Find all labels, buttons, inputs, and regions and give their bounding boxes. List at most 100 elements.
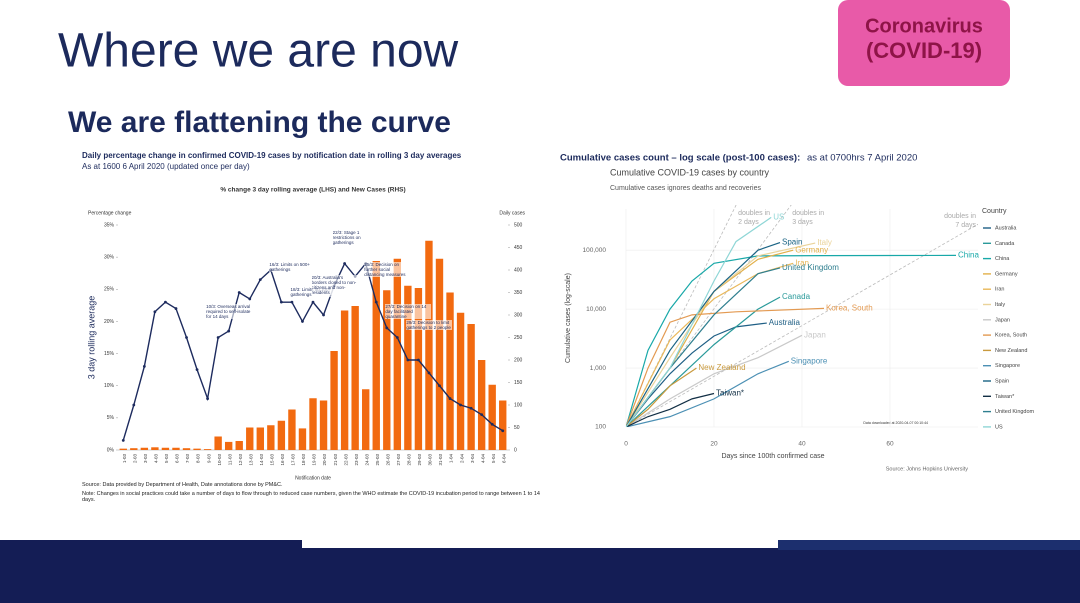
legend-label: Italy bbox=[995, 302, 1005, 308]
x-tick-label: 25-03 bbox=[375, 454, 380, 466]
point bbox=[417, 358, 420, 362]
y-tick-label: 1,000 bbox=[590, 365, 607, 372]
point bbox=[206, 397, 209, 400]
series-label: China bbox=[958, 250, 979, 259]
annotation: 10/3: Overseas arrival required to self-… bbox=[206, 303, 253, 319]
legend-label: Iran bbox=[995, 287, 1004, 293]
x-tick-label: 23-03 bbox=[354, 454, 359, 466]
series-label: Germany bbox=[795, 245, 828, 254]
chart-title: Cumulative COVID-19 cases by country bbox=[610, 167, 770, 177]
bar bbox=[330, 351, 338, 450]
point bbox=[279, 300, 283, 304]
point bbox=[195, 368, 199, 372]
legend-label: Spain bbox=[995, 378, 1009, 384]
y-tick-label: 35% bbox=[104, 222, 115, 228]
x-tick-label: 3-04 bbox=[470, 454, 475, 464]
bar bbox=[267, 425, 275, 450]
annotation: 29/3: Decision to limit gatherings to 2 … bbox=[406, 320, 453, 330]
series-line bbox=[626, 254, 957, 427]
doubling-label: doubles in bbox=[738, 210, 770, 217]
point bbox=[501, 429, 505, 433]
x-tick-label: 6-04 bbox=[501, 454, 506, 464]
point bbox=[438, 384, 441, 388]
series-label: New Zealand bbox=[698, 363, 745, 372]
annotation-box: 29/3: Decision to limit gatherings to 2 … bbox=[406, 320, 453, 330]
bar bbox=[319, 400, 328, 450]
series-label: United Kingdom bbox=[782, 263, 839, 272]
footer-gap bbox=[0, 538, 1080, 548]
x-tick-label: 31-03 bbox=[438, 454, 443, 466]
series-label: Korea, South bbox=[826, 303, 873, 312]
point bbox=[174, 307, 178, 310]
series-label: Spain bbox=[782, 238, 802, 247]
x-tick-label: 1-03 bbox=[122, 454, 127, 464]
series-label: Singapore bbox=[791, 356, 828, 365]
doubling-label: 3 days bbox=[792, 219, 813, 226]
bar bbox=[309, 398, 317, 450]
series-line bbox=[626, 360, 790, 427]
point bbox=[121, 438, 125, 442]
source-box: Source: Data provided by Department of H… bbox=[82, 482, 283, 488]
note: Note: Changes in social practices could … bbox=[82, 491, 540, 503]
y-tick-label: 100,000 bbox=[583, 247, 607, 254]
y2-tick-label: 250 bbox=[514, 335, 523, 341]
annotation-box: 22/3: Stage 1 restrictions on gatherings bbox=[332, 229, 379, 245]
bar bbox=[499, 400, 507, 450]
footer-strip bbox=[0, 540, 302, 550]
x-tick-label: 26-03 bbox=[385, 454, 390, 466]
y-tick-label: 5% bbox=[107, 415, 115, 421]
series-line bbox=[626, 392, 715, 427]
x-tick-label: 27-03 bbox=[396, 454, 401, 466]
point bbox=[216, 336, 220, 339]
x-tick-label: 5-04 bbox=[491, 454, 496, 464]
y2-tick-label: 50 bbox=[514, 425, 520, 431]
point bbox=[164, 300, 167, 304]
x-tick-label: 24-03 bbox=[364, 454, 369, 466]
bar bbox=[140, 447, 149, 450]
y-tick-label: 10% bbox=[104, 383, 115, 389]
point bbox=[448, 397, 452, 400]
bar bbox=[277, 420, 286, 450]
bar bbox=[151, 447, 159, 450]
badge-line: (COVID-19) bbox=[866, 38, 982, 63]
legend-label: Australia bbox=[995, 225, 1017, 231]
annotation: 16/3: Limits on 500+ gatherings bbox=[269, 262, 316, 273]
doubling-line bbox=[626, 205, 737, 427]
bar bbox=[414, 288, 423, 450]
y-tick-label: 0% bbox=[107, 447, 115, 453]
y-tick-label: 20% bbox=[104, 319, 115, 325]
bar bbox=[446, 292, 454, 450]
badge-line: Coronavirus bbox=[865, 15, 983, 37]
point bbox=[142, 365, 146, 368]
doubling-label: doubles in bbox=[944, 213, 976, 220]
chart-heading-suffix: as at 0700hrs 7 April 2020 bbox=[807, 153, 917, 164]
badge bbox=[838, 0, 1010, 86]
y-axis-label: Cumulative cases (log-scale) bbox=[565, 273, 572, 363]
point bbox=[427, 371, 431, 375]
bar bbox=[182, 448, 191, 450]
annotation-box: 20/3: Australia's borders closed to non-… bbox=[311, 275, 358, 295]
plot bbox=[626, 205, 978, 427]
y2-tick-label: 500 bbox=[514, 222, 523, 228]
annotation: 20/3: Australia's borders closed to non-… bbox=[311, 275, 358, 295]
point bbox=[311, 300, 315, 304]
x-tick-label: 16-03 bbox=[280, 454, 285, 466]
y2-tick-label: 300 bbox=[514, 312, 523, 318]
y-tick-label: 30% bbox=[104, 254, 115, 260]
bar bbox=[130, 448, 138, 450]
bar bbox=[383, 290, 391, 450]
legend-label: United Kingdom bbox=[995, 409, 1035, 415]
bar bbox=[161, 447, 170, 450]
legend-title: Country bbox=[982, 208, 1007, 215]
slide-subtitle: We are flattening the curve bbox=[68, 106, 451, 139]
y2-tick-label: 100 bbox=[514, 402, 523, 408]
x-tick-label: 22-03 bbox=[343, 454, 348, 466]
point bbox=[258, 278, 262, 282]
x-tick-label: 0 bbox=[624, 441, 628, 448]
legend-label: Singapore bbox=[995, 363, 1020, 369]
point bbox=[290, 300, 294, 304]
bar bbox=[425, 240, 433, 450]
series-label: Iran bbox=[795, 258, 809, 267]
annotation-box: 25/3: Decision on further social distanc… bbox=[364, 262, 411, 278]
